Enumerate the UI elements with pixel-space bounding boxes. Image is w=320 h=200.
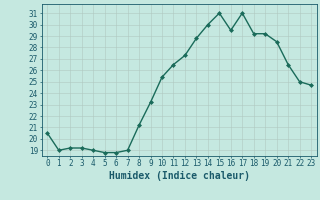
X-axis label: Humidex (Indice chaleur): Humidex (Indice chaleur) [109, 171, 250, 181]
